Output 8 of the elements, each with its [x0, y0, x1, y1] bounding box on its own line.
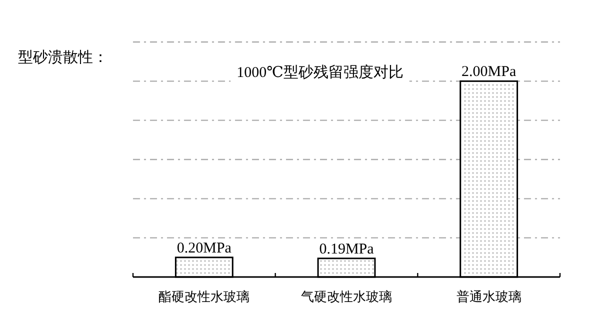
data-label: 0.19MPa [319, 241, 374, 258]
data-label: 0.20MPa [176, 240, 232, 256]
xtick: 气硬改性水玻璃 [301, 289, 392, 304]
annotation: 型砂溃散性： [18, 50, 108, 66]
title: 1000℃型砂残留强度对比 [236, 65, 404, 81]
xtick: 酯硬改性水玻璃 [158, 289, 250, 304]
xtick: 普通水玻璃 [456, 289, 522, 304]
data-label: 2.00MPa [462, 64, 516, 80]
